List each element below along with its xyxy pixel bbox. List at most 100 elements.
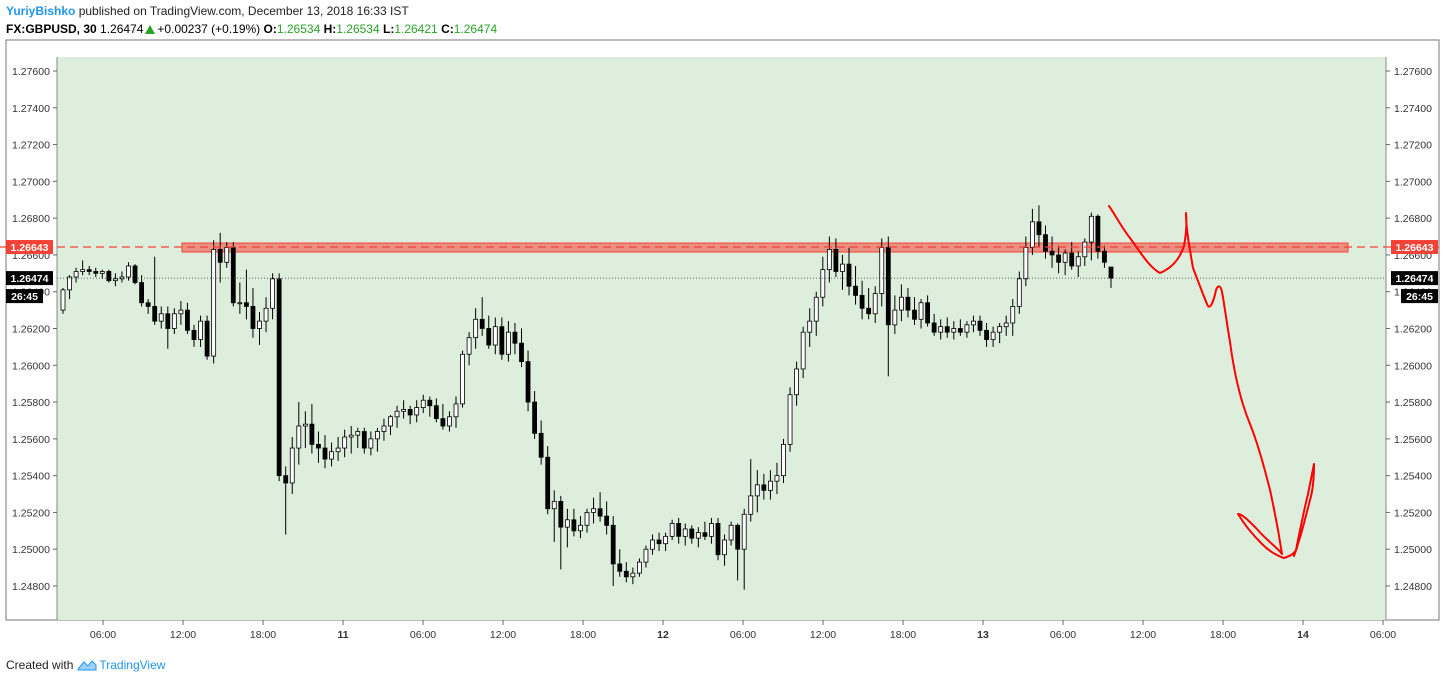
- x-tick-label: 18:00: [250, 629, 276, 641]
- candle-body: [1056, 254, 1061, 263]
- candle-up: [741, 508, 747, 590]
- candle-up: [420, 394, 426, 414]
- price-chart[interactable]: 1.27600 1.27400 1.27200 1.27000 1.26800 1.266…: [0, 0, 1444, 656]
- candle-body: [984, 329, 989, 340]
- candle-up: [401, 400, 407, 419]
- candle-down: [165, 306, 171, 349]
- candle-down: [1102, 245, 1107, 268]
- open-value: 1.26534: [276, 22, 321, 36]
- time-axis[interactable]: 06:00 12:00 18:00 11 06:00 12:00 18:00 12 06:00 1…: [90, 620, 1396, 641]
- symbol-legend: FX:GBPUSD, 30 1.26474 +0.00237 (+0.19%) O…: [6, 22, 497, 36]
- candle-up: [637, 558, 642, 577]
- candle-down: [623, 562, 629, 583]
- candle-body: [781, 443, 786, 477]
- y-tick-label: 1.25200: [1394, 507, 1432, 519]
- candle-up: [872, 286, 878, 323]
- candle-body: [342, 436, 348, 449]
- candle-body: [564, 519, 570, 528]
- candle-up: [768, 470, 773, 500]
- right-price-axis[interactable]: 1.27600 1.27400 1.27200 1.27000 1.26800 1.266…: [1386, 66, 1432, 593]
- candle-down: [944, 317, 950, 338]
- candle-body: [368, 438, 374, 449]
- y-tick-label: 1.25000: [1394, 544, 1432, 556]
- y-tick-label: 1.27400: [12, 103, 50, 115]
- candle-body: [912, 309, 917, 320]
- candle-body: [951, 328, 957, 333]
- candle-body: [185, 309, 190, 331]
- y-tick-label: 1.26200: [1394, 324, 1432, 336]
- low-value: 1.26421: [394, 22, 438, 36]
- candle-body: [440, 418, 446, 427]
- candle-down: [885, 236, 891, 377]
- candle-down: [866, 288, 872, 320]
- candle-up: [695, 527, 701, 548]
- candle-down: [316, 431, 321, 463]
- candle-body: [866, 307, 872, 315]
- last-price-text: 1.26474: [100, 22, 144, 36]
- candle-up: [374, 427, 380, 452]
- candle-body: [971, 320, 976, 326]
- candle-up: [466, 332, 472, 366]
- candle-body: [676, 523, 682, 537]
- candle-down: [545, 446, 551, 515]
- candle-up: [329, 442, 334, 467]
- candle-down: [191, 324, 197, 347]
- candle-body: [1095, 215, 1101, 252]
- footer: Created with TradingView: [6, 658, 165, 672]
- candle-body: [171, 313, 177, 329]
- candle-body: [433, 405, 439, 420]
- y-tick-label: 1.25600: [1394, 434, 1432, 446]
- tradingview-link[interactable]: TradingView: [99, 658, 166, 672]
- candle-body: [591, 508, 596, 513]
- candle-body: [466, 337, 472, 355]
- candle-up: [460, 350, 465, 408]
- candle-down: [538, 420, 544, 465]
- candle-up: [73, 267, 79, 283]
- left-price-axis[interactable]: 1.27600 1.27400 1.27200 1.27000 1.26800 1.266…: [12, 66, 57, 593]
- y-tick-label: 1.27600: [1394, 66, 1432, 78]
- candle-up: [67, 275, 72, 300]
- candle-up: [388, 414, 393, 436]
- candle-body: [505, 331, 511, 355]
- candle-body: [761, 484, 767, 491]
- candle-body: [152, 306, 158, 322]
- candle-down: [604, 501, 610, 535]
- candle-up: [971, 315, 976, 333]
- plot-area[interactable]: [57, 57, 1386, 620]
- y-tick-label: 1.24800: [12, 581, 50, 593]
- candle-body: [964, 324, 970, 333]
- candle-up: [296, 402, 302, 465]
- candle-down: [925, 295, 930, 327]
- candle-body: [663, 535, 668, 545]
- candle-up: [918, 299, 924, 329]
- author-name[interactable]: YuriyBishko: [6, 4, 76, 18]
- candle-up: [754, 470, 760, 513]
- hand-drawn-projection[interactable]: [1108, 205, 1315, 559]
- candle-body: [519, 342, 524, 363]
- candle-body: [93, 271, 99, 274]
- candle-down: [761, 473, 767, 500]
- candle-body: [944, 326, 950, 333]
- high-label: H:: [323, 22, 337, 36]
- x-tick-label: 12:00: [810, 629, 836, 641]
- candle-body: [73, 271, 79, 278]
- candle-body: [316, 443, 321, 449]
- candle-down: [217, 232, 223, 283]
- candle-up: [257, 311, 262, 346]
- resistance-price-label-bg: [6, 240, 53, 255]
- candle-body: [774, 475, 780, 482]
- candle-body: [420, 399, 426, 408]
- candle-up: [505, 321, 511, 362]
- candle-up: [1088, 212, 1094, 261]
- candle-body: [512, 331, 518, 344]
- candle-down: [977, 315, 983, 336]
- candle-body: [617, 563, 623, 572]
- candle-up: [807, 308, 813, 347]
- low-label: L:: [383, 22, 395, 36]
- red-freehand-stroke: [1108, 205, 1315, 559]
- candle-body: [1043, 234, 1048, 252]
- candle-body: [145, 302, 151, 307]
- candle-up: [1062, 249, 1068, 276]
- candle-body: [545, 456, 551, 510]
- candle-body: [689, 528, 695, 539]
